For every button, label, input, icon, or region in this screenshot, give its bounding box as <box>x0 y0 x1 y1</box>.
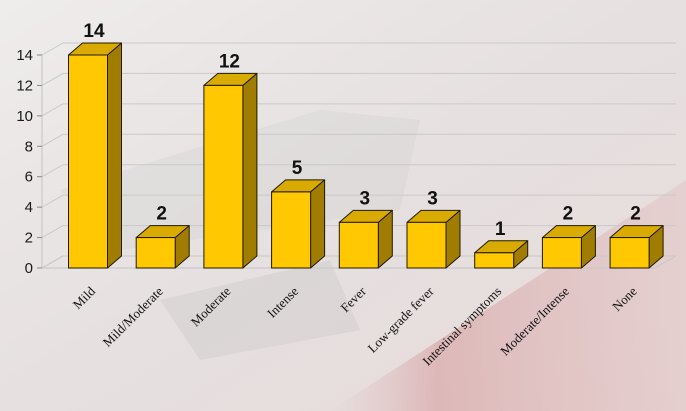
bar <box>609 225 664 269</box>
y-tick-label: 8 <box>25 138 33 155</box>
bar-side <box>242 72 258 269</box>
data-label: 14 <box>83 21 105 42</box>
gridline <box>41 164 676 178</box>
data-label: 2 <box>630 204 641 225</box>
bar <box>271 179 326 269</box>
y-tick-label: 10 <box>16 108 33 125</box>
data-label: 2 <box>563 204 574 225</box>
gridline <box>41 42 676 56</box>
data-label: 2 <box>156 204 167 225</box>
bar <box>135 225 190 269</box>
data-label: 3 <box>427 188 438 209</box>
bar-front <box>271 191 312 269</box>
bar <box>541 225 596 269</box>
gridline <box>41 133 676 147</box>
bar <box>338 209 393 269</box>
bar <box>203 72 258 269</box>
y-tick-label: 2 <box>25 230 33 247</box>
y-tick-label: 6 <box>25 169 33 186</box>
y-tick-label: 4 <box>25 199 33 216</box>
bar-front <box>338 221 379 269</box>
gridline <box>41 225 676 239</box>
gridlines <box>41 42 676 269</box>
data-label: 5 <box>292 158 303 179</box>
y-axis: 0 2 4 6 8 10 12 14 <box>16 47 42 277</box>
bar-front <box>406 221 447 269</box>
bar-side <box>107 42 122 269</box>
bar-front <box>474 252 515 269</box>
data-label: 12 <box>219 51 240 72</box>
bar-front <box>203 84 244 269</box>
y-tick-label: 14 <box>16 47 33 64</box>
data-label: 3 <box>360 188 371 209</box>
bar-side <box>310 179 326 269</box>
data-label: 1 <box>495 219 506 240</box>
bar <box>406 209 461 269</box>
bar <box>68 42 122 269</box>
gridline <box>41 103 676 117</box>
y-tick-label: 0 <box>25 260 33 277</box>
y-tick-label: 12 <box>16 77 33 94</box>
bar-front <box>541 237 582 269</box>
gridline <box>41 194 676 208</box>
bars <box>68 42 664 269</box>
gridline <box>41 255 676 269</box>
bar <box>474 240 529 269</box>
gridline <box>41 72 676 86</box>
bar-front <box>135 237 176 269</box>
bar-front <box>68 54 108 269</box>
bar-front <box>609 237 650 269</box>
